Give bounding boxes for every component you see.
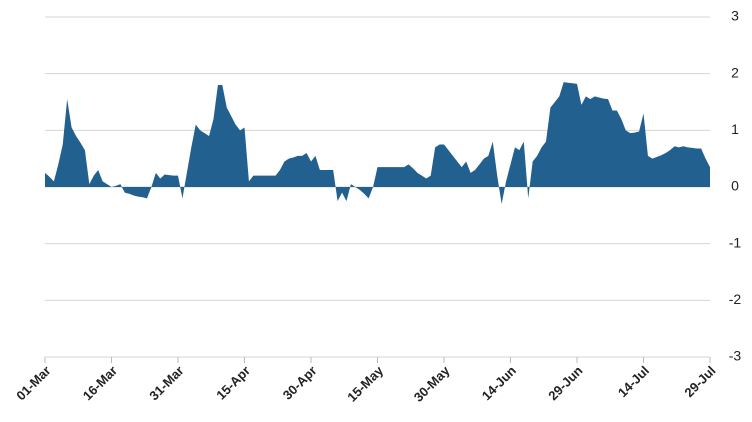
y-tick-label: -3 bbox=[729, 348, 742, 364]
y-tick-label: 2 bbox=[731, 64, 739, 80]
x-tick-label: 14-Jul bbox=[615, 363, 652, 400]
y-tick-label: 0 bbox=[731, 178, 739, 194]
x-tick-label: 16-Mar bbox=[80, 363, 120, 403]
y-tick-label: -1 bbox=[729, 234, 742, 250]
x-tick-label: 29-Jul bbox=[681, 363, 718, 400]
y-tick-label: 1 bbox=[731, 121, 739, 137]
x-tick-label: 15-Apr bbox=[213, 363, 253, 403]
x-tick-label: 01-Mar bbox=[13, 363, 53, 403]
x-tick-label: 15-May bbox=[344, 362, 386, 404]
x-tick-label: 14-Jun bbox=[479, 363, 519, 403]
x-tick-label: 31-Mar bbox=[146, 363, 186, 403]
y-tick-label: 3 bbox=[731, 8, 739, 24]
area bbox=[45, 82, 710, 204]
x-tick-label: 29-Jun bbox=[545, 363, 585, 403]
x-tick-label: 30-May bbox=[411, 362, 453, 404]
x-tick-label: 30-Apr bbox=[280, 363, 320, 403]
y-tick-label: -2 bbox=[729, 291, 742, 307]
